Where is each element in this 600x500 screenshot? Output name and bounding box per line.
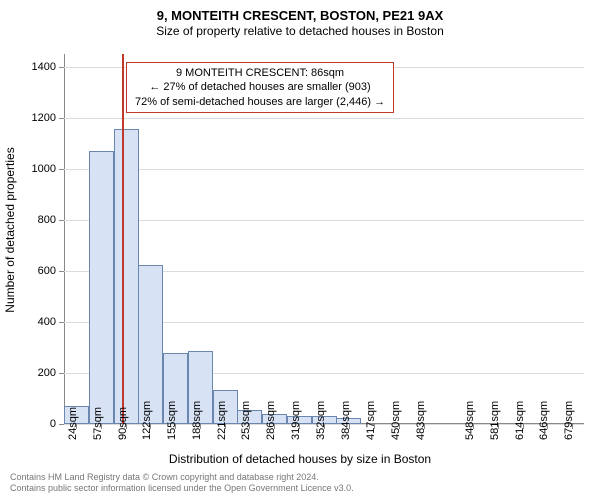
ytick-mark	[59, 220, 64, 221]
ytick-mark	[59, 67, 64, 68]
property-marker-line	[122, 54, 124, 424]
histogram-bar	[89, 151, 114, 424]
annotation-line-1: 9 MONTEITH CRESCENT: 86sqm	[135, 66, 385, 80]
annotation-box: 9 MONTEITH CRESCENT: 86sqm ← 27% of deta…	[126, 62, 394, 113]
x-axis-label: Distribution of detached houses by size …	[0, 452, 600, 466]
ytick-label: 1200	[32, 112, 56, 124]
ytick-mark	[59, 373, 64, 374]
ytick-mark	[59, 118, 64, 119]
ytick-label: 400	[38, 316, 56, 328]
footer-attribution: Contains HM Land Registry data © Crown c…	[10, 472, 354, 494]
grid-line	[64, 220, 584, 221]
grid-line	[64, 118, 584, 119]
ytick-label: 600	[38, 265, 56, 277]
chart-subtitle: Size of property relative to detached ho…	[10, 24, 590, 39]
annotation-line-2: ← 27% of detached houses are smaller (90…	[135, 80, 385, 94]
annotation-line-3: 72% of semi-detached houses are larger (…	[135, 95, 385, 109]
ytick-label: 1400	[32, 61, 56, 73]
chart-container: 9, MONTEITH CRESCENT, BOSTON, PE21 9AX S…	[0, 0, 600, 500]
ytick-label: 1000	[32, 163, 56, 175]
ytick-mark	[59, 169, 64, 170]
footer-line-1: Contains HM Land Registry data © Crown c…	[10, 472, 354, 483]
ytick-mark	[59, 271, 64, 272]
ytick-mark	[59, 424, 64, 425]
ytick-mark	[59, 322, 64, 323]
grid-line	[64, 169, 584, 170]
footer-line-2: Contains public sector information licen…	[10, 483, 354, 494]
ytick-label: 200	[38, 367, 56, 379]
chart-title: 9, MONTEITH CRESCENT, BOSTON, PE21 9AX	[10, 8, 590, 24]
histogram-bar	[114, 129, 139, 424]
y-axis-label: Number of detached properties	[3, 147, 17, 312]
plot-area: 9 MONTEITH CRESCENT: 86sqm ← 27% of deta…	[64, 54, 584, 424]
ytick-label: 800	[38, 214, 56, 226]
ytick-label: 0	[50, 418, 56, 430]
